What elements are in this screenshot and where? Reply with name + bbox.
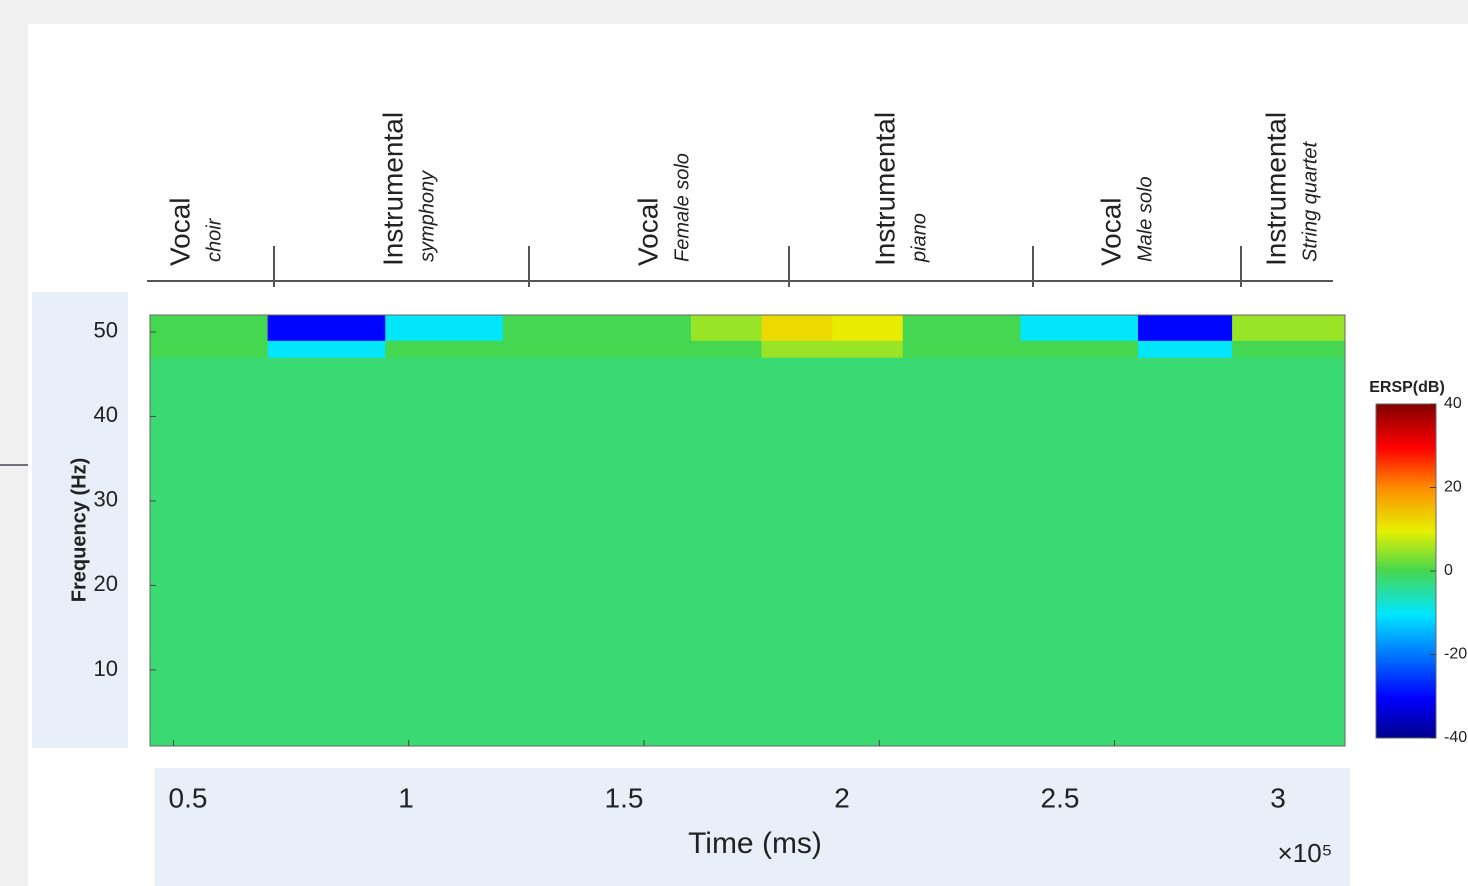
heat-cell: [620, 340, 692, 358]
heat-cell: [1232, 340, 1346, 358]
y-label-panel: [32, 292, 128, 748]
heat-cell: [1137, 315, 1233, 341]
y-tick-label: 10: [94, 656, 118, 681]
top-band: [0, 0, 1468, 24]
plot-frame: [149, 314, 1346, 747]
heat-cell: [267, 315, 386, 341]
x-tick-label: 3: [1270, 782, 1286, 813]
heat-cell: [150, 340, 269, 358]
y-tick-label: 20: [94, 571, 118, 596]
y-axis-title: Frequency (Hz): [68, 458, 90, 602]
y-tick-label: 30: [94, 487, 118, 512]
colorbar-tick-label: -40: [1444, 729, 1467, 746]
y-tick-label: 40: [94, 402, 118, 427]
x-tick-label: 0.5: [169, 782, 208, 813]
heat-cell: [902, 340, 1021, 358]
heat-cell: [1137, 340, 1233, 358]
heat-cell: [691, 315, 763, 341]
x-axis-title: Time (ms): [688, 827, 822, 860]
heat-cell: [1232, 315, 1346, 341]
heat-cell: [1232, 357, 1346, 747]
colorbar-title: ERSP(dB): [1369, 379, 1445, 396]
heat-cell: [902, 315, 1021, 341]
heat-cell: [385, 357, 504, 747]
colorbar-tick-label: -20: [1444, 646, 1467, 663]
segment-sublabel: choir: [203, 217, 225, 262]
heat-cell: [1020, 315, 1139, 341]
segment-sublabel: piano: [908, 213, 930, 263]
segment-label: Vocal: [1095, 198, 1126, 267]
x-tick-label: 1.5: [605, 782, 644, 813]
x-tick-label: 2.5: [1041, 782, 1080, 813]
heat-cell: [691, 340, 763, 358]
heat-cell: [502, 357, 621, 747]
heat-cell: [832, 315, 904, 341]
segment-label: Vocal: [632, 198, 663, 267]
segment-label: Vocal: [164, 198, 195, 267]
segment-sublabel: Male solo: [1134, 176, 1156, 262]
heat-cell: [150, 357, 269, 747]
segment-label: Instrumental: [1260, 112, 1291, 266]
heat-cell: [620, 357, 692, 747]
segment-sublabel: String quartet: [1299, 140, 1321, 262]
heat-cell: [267, 357, 386, 747]
x-exponent: ×10⁵: [1278, 838, 1333, 868]
colorbar-tick-label: 20: [1444, 479, 1462, 496]
heat-cell: [761, 315, 833, 341]
heat-cell: [902, 357, 1021, 747]
colorbar: [1375, 403, 1437, 739]
x-label-panel: [155, 768, 1350, 886]
heat-cell: [1020, 357, 1139, 747]
heat-cell: [1137, 357, 1233, 747]
heat-cell: [1020, 340, 1139, 358]
heat-cell: [761, 357, 833, 747]
heat-cell: [761, 340, 833, 358]
heat-cell: [385, 340, 504, 358]
segment-sublabel: symphony: [416, 170, 438, 262]
heat-cell: [502, 315, 621, 341]
x-tick-label: 2: [834, 782, 850, 813]
x-tick-label: 1: [398, 782, 414, 813]
segment-label: Instrumental: [869, 112, 900, 266]
heat-cell: [832, 340, 904, 358]
heat-cell: [502, 340, 621, 358]
heat-cell: [832, 357, 904, 747]
y-tick-label: 50: [94, 318, 118, 343]
colorbar-tick-label: 40: [1444, 395, 1462, 412]
heat-cell: [620, 315, 692, 341]
heat-cell: [385, 315, 504, 341]
segment-sublabel: Female solo: [671, 153, 693, 262]
segment-label: Instrumental: [377, 112, 408, 266]
colorbar-tick-label: 0: [1444, 562, 1453, 579]
heat-cell: [267, 340, 386, 358]
heat-cell: [691, 357, 763, 747]
heat-cell: [150, 315, 269, 341]
left-band: [0, 0, 28, 886]
